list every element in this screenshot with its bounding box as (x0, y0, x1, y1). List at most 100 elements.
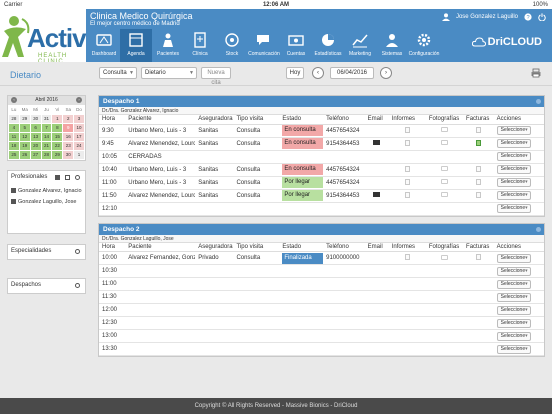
calendar-day[interactable]: 21 (41, 142, 52, 150)
calendar-day[interactable]: 28 (41, 151, 52, 159)
calendar-day[interactable]: 17 (74, 133, 84, 141)
calendar-day[interactable]: 23 (63, 142, 74, 150)
camera-icon[interactable] (440, 192, 448, 197)
patient-cell[interactable]: Alvarez Menendez, Lourdes ... (125, 137, 196, 151)
help-icon[interactable]: ? (524, 13, 532, 21)
photos-cell[interactable] (425, 163, 464, 177)
expand-icon[interactable] (75, 248, 80, 254)
power-icon[interactable] (538, 13, 546, 21)
invoice-icon[interactable] (475, 254, 481, 260)
invoices-cell[interactable] (463, 137, 494, 151)
document-icon[interactable] (404, 165, 410, 172)
calendar-day[interactable]: 27 (30, 151, 41, 159)
invoices-cell[interactable] (463, 163, 494, 177)
status-cell[interactable]: Por llegar (279, 176, 324, 190)
actions-select[interactable]: Seleccione (496, 266, 531, 276)
view-select[interactable]: Dietario ▼ (141, 67, 197, 79)
document-icon[interactable] (404, 191, 410, 198)
table-row[interactable]: 11:00 Seleccione (99, 277, 544, 291)
reports-cell[interactable] (388, 251, 426, 265)
camera-icon[interactable] (440, 179, 448, 184)
empty-slot[interactable] (125, 316, 494, 330)
calendar-day[interactable]: 20 (30, 142, 41, 150)
actions-select[interactable]: Seleccione (496, 139, 531, 148)
document-icon[interactable] (404, 139, 410, 146)
invoice-icon[interactable] (475, 126, 481, 133)
nav-item-dashboard[interactable]: Dashboard (88, 29, 120, 62)
calendar-day[interactable]: 24 (74, 142, 84, 150)
status-cell[interactable]: En consulta (279, 137, 324, 151)
calendar-day[interactable]: 2 (63, 115, 74, 123)
actions-select[interactable]: Seleccione (496, 279, 531, 289)
camera-icon[interactable] (440, 140, 448, 145)
actions-select[interactable]: Seleccione (496, 344, 531, 354)
photos-cell[interactable] (425, 189, 464, 203)
calendar-day[interactable]: 3 (74, 115, 84, 123)
prev-day-icon[interactable]: ‹ (312, 67, 324, 79)
reports-cell[interactable] (388, 124, 426, 138)
nav-item-systems[interactable]: Sistemas (376, 29, 408, 62)
actions-select[interactable]: Seleccione (496, 318, 531, 328)
calendar-day[interactable]: 11 (9, 133, 19, 141)
nav-item-marketing[interactable]: Marketing (344, 29, 376, 62)
invoice-icon[interactable] (475, 178, 481, 185)
expand-icon[interactable] (75, 282, 80, 288)
next-month-icon[interactable]: › (76, 97, 82, 103)
photos-cell[interactable] (425, 124, 464, 138)
camera-icon[interactable] (440, 127, 448, 132)
calendar-day[interactable]: 8 (52, 124, 63, 132)
table-row[interactable]: 11:00 Urbano Mero, Luis - 3 Sanitas Consult… (99, 176, 544, 190)
calendar-day[interactable]: 5 (19, 124, 30, 132)
actions-select[interactable]: Seleccione (496, 165, 531, 174)
patient-cell[interactable]: Urbano Mero, Luis - 3 (125, 176, 196, 190)
camera-icon[interactable] (440, 254, 448, 260)
camera-icon[interactable] (440, 166, 448, 171)
nav-item-calendar[interactable]: Agenda (120, 29, 152, 62)
invoice-icon[interactable] (475, 165, 481, 172)
calendar-day[interactable]: 1 (52, 115, 63, 123)
document-icon[interactable] (404, 126, 410, 133)
reports-cell[interactable] (388, 137, 426, 151)
calendar-day[interactable]: 31 (41, 115, 52, 123)
collapse-icon[interactable] (536, 99, 541, 104)
calendar-day[interactable]: 7 (41, 124, 52, 132)
calendar-day[interactable]: 18 (9, 142, 19, 150)
collapse-icon[interactable] (536, 226, 541, 232)
patient-cell[interactable]: Urbano Mero, Luis - 3 (125, 124, 196, 138)
select-all-checkbox[interactable] (55, 174, 60, 180)
calendar-day[interactable]: 30 (30, 115, 41, 123)
status-cell[interactable]: En consulta (279, 124, 324, 138)
table-row[interactable]: 9:30 Urbano Mero, Luis - 3 Sanitas Consulta… (99, 124, 544, 138)
date-field[interactable]: 06/04/2016 (330, 67, 374, 79)
empty-slot[interactable] (125, 277, 494, 291)
patient-cell[interactable]: Alvarez Fernandez, Gonzalo... (125, 251, 196, 265)
nav-item-patients[interactable]: Pacientes (152, 29, 184, 62)
professional-item[interactable]: Gonzalez Alvarez, Ignacio (11, 188, 82, 195)
rooms-panel[interactable]: Despachos (7, 278, 86, 294)
empty-slot[interactable] (125, 202, 494, 216)
actions-select[interactable]: Seleccione (496, 292, 531, 302)
actions-select[interactable]: Seleccione (496, 204, 531, 213)
collapse-icon[interactable] (75, 174, 80, 180)
prev-month-icon[interactable]: ‹ (11, 97, 17, 103)
table-row[interactable]: 13:00 Seleccione (99, 329, 544, 343)
table-row[interactable]: 12:30 Seleccione (99, 316, 544, 330)
nav-item-statistics[interactable]: Estadísticas (312, 29, 344, 62)
empty-slot[interactable] (125, 303, 494, 317)
table-row[interactable]: 10:05 CERRADAS Seleccione (99, 150, 544, 164)
actions-select[interactable]: Seleccione (496, 152, 531, 161)
specialties-panel[interactable]: Especialidades (7, 244, 86, 260)
calendar-day[interactable]: 16 (63, 133, 74, 141)
print-icon[interactable] (531, 68, 541, 78)
document-icon[interactable] (404, 178, 410, 185)
calendar-day[interactable]: 15 (52, 133, 63, 141)
invoices-cell[interactable] (463, 176, 494, 190)
calendar-day[interactable]: 28 (9, 115, 19, 123)
document-icon[interactable] (404, 254, 410, 260)
email-cell[interactable] (364, 137, 389, 151)
patient-cell[interactable]: Urbano Mero, Luis - 3 (125, 163, 196, 177)
actions-select[interactable]: Seleccione (496, 191, 531, 200)
table-row[interactable]: 12:10 Seleccione (99, 202, 544, 216)
professional-item[interactable]: Gonzalez Laguillo, Jose (11, 199, 82, 206)
